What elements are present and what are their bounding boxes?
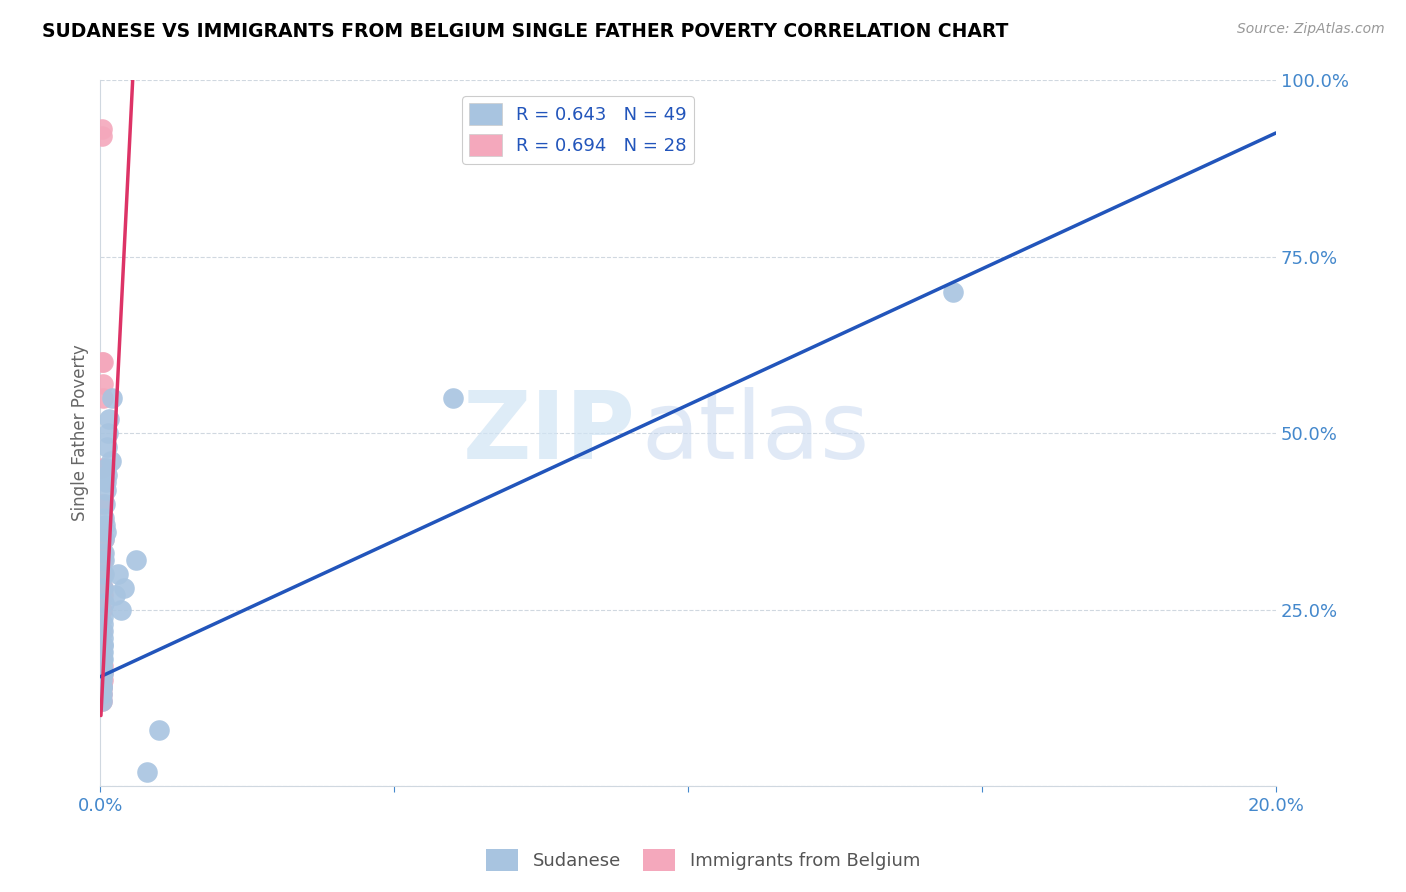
Point bbox=[91, 461, 114, 475]
Text: atlas: atlas bbox=[641, 387, 869, 479]
Point bbox=[91, 652, 114, 666]
Point bbox=[91, 666, 114, 681]
Point bbox=[136, 764, 159, 779]
Point bbox=[90, 497, 112, 511]
Point bbox=[91, 122, 114, 136]
Point bbox=[91, 645, 114, 659]
Point bbox=[94, 475, 117, 490]
Point bbox=[91, 616, 114, 631]
Point bbox=[90, 659, 112, 673]
Point bbox=[93, 532, 115, 546]
Legend: Sudanese, Immigrants from Belgium: Sudanese, Immigrants from Belgium bbox=[478, 842, 928, 879]
Point bbox=[94, 497, 117, 511]
Point bbox=[91, 546, 114, 560]
Point bbox=[96, 483, 118, 497]
Point bbox=[93, 510, 115, 524]
Point bbox=[96, 461, 118, 475]
Point bbox=[91, 602, 114, 616]
Point bbox=[101, 391, 124, 405]
Point bbox=[93, 546, 115, 560]
Point bbox=[91, 659, 114, 673]
Point bbox=[90, 659, 112, 673]
Point bbox=[91, 553, 114, 567]
Text: Source: ZipAtlas.com: Source: ZipAtlas.com bbox=[1237, 22, 1385, 37]
Point bbox=[91, 355, 114, 369]
Point bbox=[91, 624, 114, 638]
Point bbox=[91, 638, 114, 652]
Point bbox=[90, 673, 112, 688]
Point bbox=[110, 602, 132, 616]
Point bbox=[112, 582, 135, 596]
Point bbox=[107, 567, 129, 582]
Point bbox=[124, 553, 146, 567]
Point bbox=[90, 694, 112, 708]
Point bbox=[90, 680, 112, 694]
Point bbox=[93, 532, 115, 546]
Point bbox=[90, 694, 112, 708]
Point bbox=[91, 391, 114, 405]
Legend: R = 0.643   N = 49, R = 0.694   N = 28: R = 0.643 N = 49, R = 0.694 N = 28 bbox=[463, 96, 695, 163]
Point bbox=[93, 553, 115, 567]
Point bbox=[91, 652, 114, 666]
Point bbox=[91, 631, 114, 645]
Point bbox=[90, 680, 112, 694]
Y-axis label: Single Father Poverty: Single Father Poverty bbox=[72, 344, 89, 522]
Point bbox=[91, 355, 114, 369]
Point bbox=[91, 589, 114, 603]
Point bbox=[91, 609, 114, 624]
Point bbox=[91, 582, 114, 596]
Point bbox=[91, 652, 114, 666]
Point bbox=[91, 582, 114, 596]
Point bbox=[91, 645, 114, 659]
Text: SUDANESE VS IMMIGRANTS FROM BELGIUM SINGLE FATHER POVERTY CORRELATION CHART: SUDANESE VS IMMIGRANTS FROM BELGIUM SING… bbox=[42, 22, 1008, 41]
Point bbox=[96, 468, 118, 483]
Text: ZIP: ZIP bbox=[463, 387, 636, 479]
Point bbox=[91, 638, 114, 652]
Point bbox=[441, 391, 464, 405]
Point bbox=[91, 638, 114, 652]
Point bbox=[98, 412, 121, 426]
Point bbox=[90, 129, 112, 144]
Point bbox=[91, 567, 114, 582]
Point bbox=[942, 285, 965, 299]
Point bbox=[104, 589, 127, 603]
Point bbox=[91, 687, 114, 701]
Point bbox=[100, 454, 122, 468]
Point bbox=[91, 638, 114, 652]
Point bbox=[90, 624, 112, 638]
Point bbox=[93, 595, 115, 609]
Point bbox=[97, 425, 120, 440]
Point bbox=[148, 723, 170, 737]
Point bbox=[90, 680, 112, 694]
Point bbox=[94, 517, 117, 532]
Point bbox=[96, 440, 118, 454]
Point bbox=[91, 666, 114, 681]
Point bbox=[94, 524, 117, 539]
Point bbox=[91, 666, 114, 681]
Point bbox=[93, 567, 115, 582]
Point bbox=[90, 666, 112, 681]
Point bbox=[91, 659, 114, 673]
Point bbox=[91, 680, 114, 694]
Point bbox=[91, 376, 114, 391]
Point bbox=[91, 582, 114, 596]
Point bbox=[91, 652, 114, 666]
Point bbox=[91, 687, 114, 701]
Point bbox=[91, 673, 114, 688]
